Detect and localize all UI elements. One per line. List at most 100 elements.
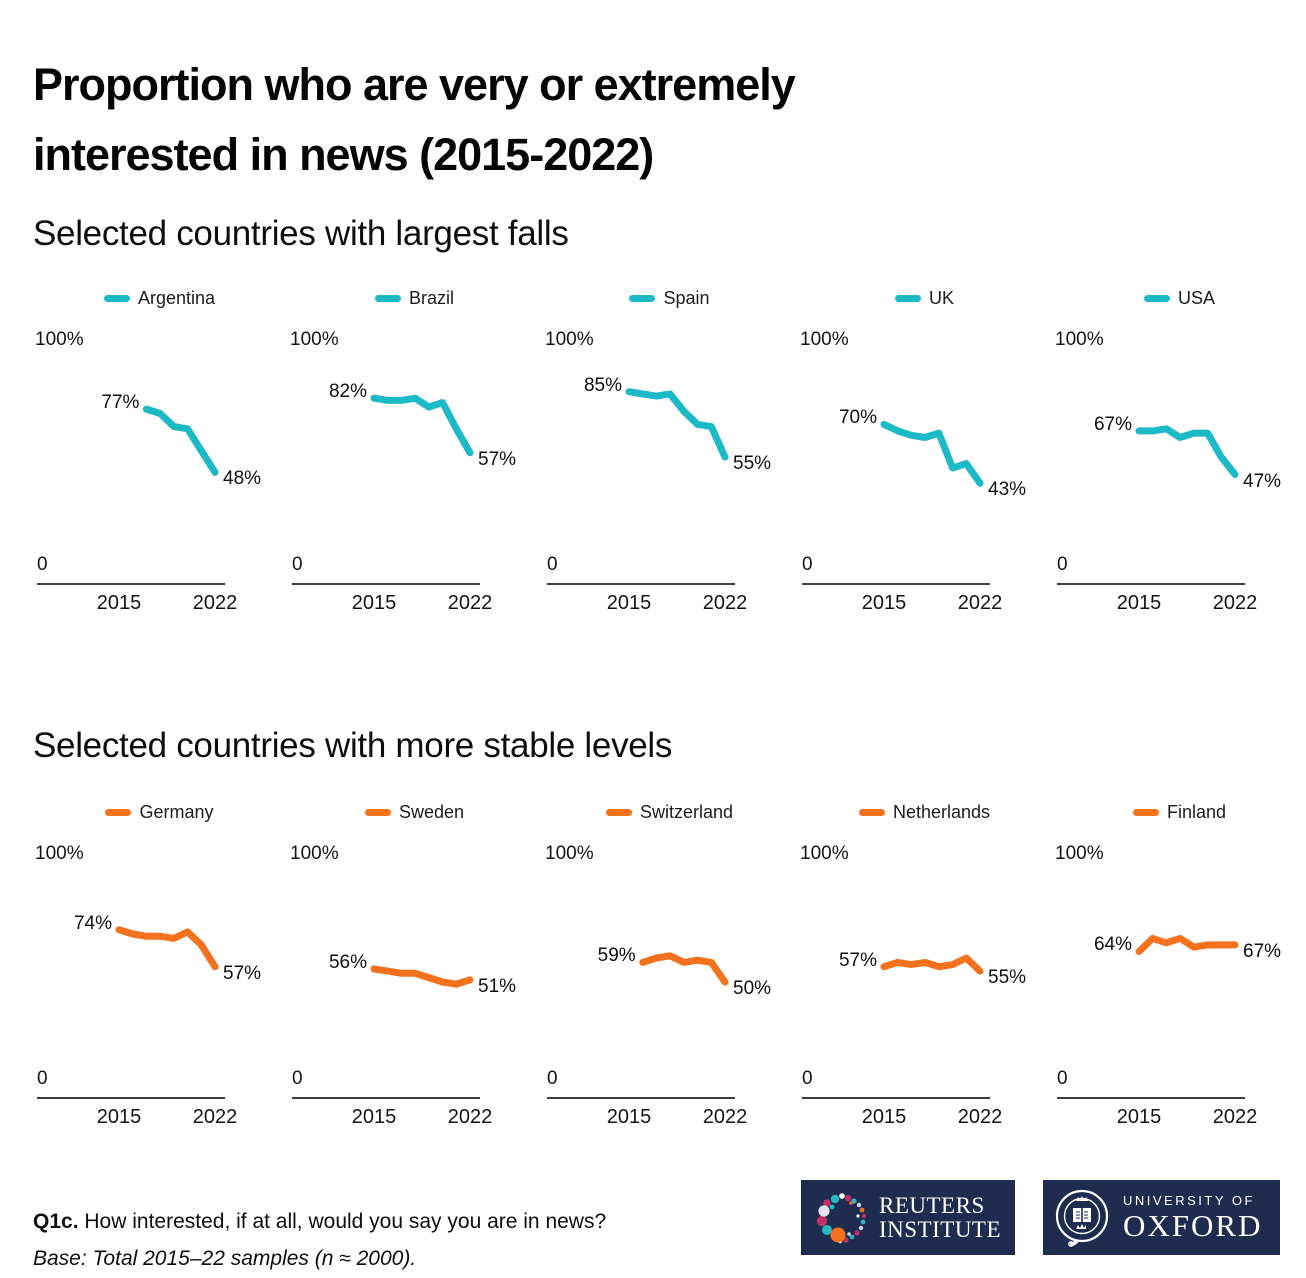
end-value-label: 47% <box>1243 470 1282 492</box>
reuters-logo-line1: REUTERS <box>879 1192 985 1218</box>
y-axis-zero-label: 0 <box>802 554 813 575</box>
x-tick-2015: 2015 <box>861 1106 907 1128</box>
x-tick-2015: 2015 <box>1116 592 1162 614</box>
y-axis-max-label: 100% <box>800 843 849 864</box>
y-axis-max-label: 100% <box>545 843 594 864</box>
y-axis-max-label: 100% <box>1055 843 1104 864</box>
legend-swatch <box>605 809 632 816</box>
legend-label: Netherlands <box>892 802 991 822</box>
y-axis-max-label: 100% <box>1055 329 1104 350</box>
start-value-label: 56% <box>328 951 367 973</box>
start-value-label: 85% <box>583 374 622 396</box>
x-axis-line <box>292 583 480 585</box>
university-of-oxford-logo: UNIVERSITY OF OXFORD <box>1043 1180 1280 1255</box>
x-axis-line <box>802 1097 990 1099</box>
legend-swatch <box>629 295 656 302</box>
legend-swatch <box>374 295 401 302</box>
trend-line <box>142 405 219 476</box>
line-chart-argentina <box>142 405 219 476</box>
x-tick-2022: 2022 <box>957 1106 1003 1128</box>
oxford-logo-line1: UNIVERSITY OF <box>1123 1193 1255 1208</box>
x-tick-2015: 2015 <box>1116 1106 1162 1128</box>
reuters-dots-icon <box>816 1192 867 1243</box>
subplot-sweden: Sweden 100% 56% 51% 0 2015 2022 <box>288 797 541 1142</box>
trend-line <box>625 388 729 461</box>
trend-line <box>370 394 474 457</box>
legend-argentina: Argentina <box>33 288 286 309</box>
subplot-switzerland: Switzerland 100% 59% 50% 0 2015 2022 <box>543 797 796 1142</box>
line-chart-brazil <box>370 394 474 457</box>
y-axis-max-label: 100% <box>290 843 339 864</box>
end-value-label: 48% <box>223 468 262 490</box>
x-tick-2015: 2015 <box>606 592 652 614</box>
legend-swatch <box>1143 295 1170 302</box>
x-axis-line <box>37 1097 225 1099</box>
x-axis-line <box>37 583 225 585</box>
start-value-label: 77% <box>101 392 140 414</box>
line-chart-netherlands <box>880 954 984 975</box>
x-axis-line <box>1057 583 1245 585</box>
legend-label: Argentina <box>137 288 216 308</box>
x-tick-2022: 2022 <box>447 592 493 614</box>
y-axis-zero-label: 0 <box>1057 554 1068 575</box>
y-axis-max-label: 100% <box>35 843 84 864</box>
charts-row-stable-levels: Germany 100% 74% 57% 0 2015 2022 Sweden 100% 56% 5… <box>33 797 1306 1142</box>
legend-label: Spain <box>663 288 710 308</box>
y-axis-zero-label: 0 <box>802 1068 813 1089</box>
base-text: Base: Total 2015–22 samples (n ≈ 2000). <box>33 1247 417 1270</box>
x-tick-2022: 2022 <box>1212 592 1258 614</box>
y-axis-zero-label: 0 <box>292 554 303 575</box>
x-axis-line <box>1057 1097 1245 1099</box>
legend-spain: Spain <box>543 288 796 309</box>
legend-switzerland: Switzerland <box>543 802 796 823</box>
y-axis-max-label: 100% <box>545 329 594 350</box>
x-tick-2022: 2022 <box>957 592 1003 614</box>
subplot-finland: Finland 100% 64% 67% 0 2015 2022 <box>1053 797 1306 1142</box>
trend-line <box>880 420 984 487</box>
question-text: How interested, if at all, would you say… <box>84 1210 607 1233</box>
legend-label: Germany <box>139 802 214 822</box>
y-axis-max-label: 100% <box>800 329 849 350</box>
question-code: Q1c. <box>33 1210 79 1233</box>
legend-label: Switzerland <box>639 802 734 822</box>
end-value-label: 43% <box>988 479 1027 501</box>
x-axis-line <box>547 583 735 585</box>
end-value-label: 57% <box>478 448 517 470</box>
line-chart-germany <box>115 926 219 971</box>
legend-swatch <box>858 809 885 816</box>
end-value-label: 67% <box>1243 940 1282 962</box>
end-value-label: 55% <box>988 967 1027 989</box>
x-tick-2022: 2022 <box>702 592 748 614</box>
trend-line <box>1135 425 1239 478</box>
start-value-label: 67% <box>1093 413 1132 435</box>
y-axis-zero-label: 0 <box>37 1068 48 1089</box>
subplot-spain: Spain 100% 85% 55% 0 2015 2022 <box>543 283 796 628</box>
legend-uk: UK <box>798 288 1051 309</box>
trend-line <box>115 926 219 971</box>
x-tick-2022: 2022 <box>192 592 238 614</box>
line-chart-finland <box>1135 934 1239 955</box>
subplot-uk: UK 100% 70% 43% 0 2015 2022 <box>798 283 1051 628</box>
reuters-institute-logo: REUTERS INSTITUTE <box>801 1180 1015 1255</box>
start-value-label: 70% <box>838 407 877 429</box>
x-tick-2022: 2022 <box>1212 1106 1258 1128</box>
end-value-label: 55% <box>733 453 772 475</box>
end-value-label: 51% <box>478 975 517 997</box>
legend-sweden: Sweden <box>288 802 541 823</box>
charts-row-largest-falls: Argentina 100% 77% 48% 0 2015 2022 Brazil 100% 82… <box>33 283 1306 628</box>
line-chart-usa <box>1135 425 1239 478</box>
end-value-label: 50% <box>733 978 772 999</box>
start-value-label: 74% <box>73 912 112 934</box>
y-axis-zero-label: 0 <box>1057 1068 1068 1089</box>
oxford-logo-line2: OXFORD <box>1123 1208 1263 1243</box>
legend-swatch <box>103 295 130 302</box>
x-axis-line <box>802 583 990 585</box>
line-chart-switzerland <box>639 952 729 986</box>
subplot-argentina: Argentina 100% 77% 48% 0 2015 2022 <box>33 283 286 628</box>
start-value-label: 59% <box>597 945 636 967</box>
start-value-label: 64% <box>1093 934 1132 956</box>
x-tick-2015: 2015 <box>351 592 397 614</box>
x-tick-2015: 2015 <box>96 1106 142 1128</box>
legend-label: Finland <box>1166 802 1227 822</box>
